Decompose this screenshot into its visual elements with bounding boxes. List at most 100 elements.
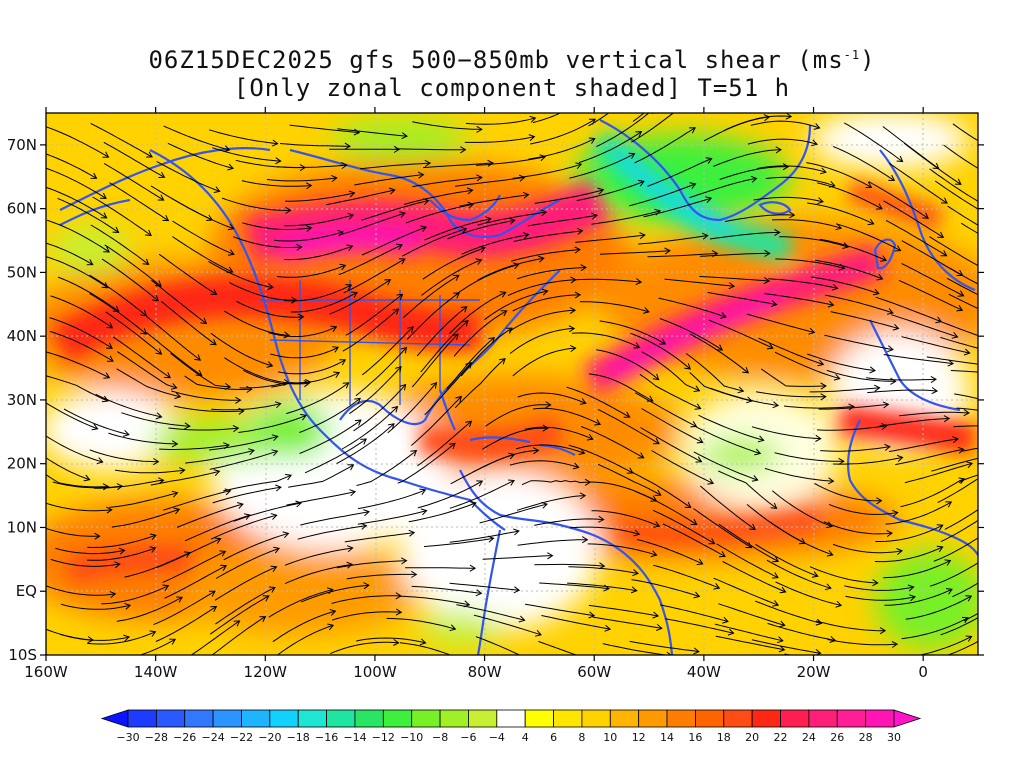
streamline	[527, 214, 598, 227]
streamline	[567, 582, 637, 592]
streamline-arrowhead	[262, 595, 270, 602]
streamline	[349, 366, 402, 415]
streamline-arrowhead	[965, 635, 973, 642]
lon-tick-label: 80W	[468, 663, 502, 681]
streamline	[875, 524, 943, 542]
streamline	[124, 552, 191, 578]
streamline	[944, 509, 978, 530]
streamline-arrowhead	[831, 283, 839, 291]
streamline-arrowhead	[391, 405, 399, 413]
streamline	[89, 292, 147, 335]
streamline	[591, 210, 661, 225]
streamline-arrowhead	[880, 255, 888, 262]
streamline-arrowhead	[1020, 416, 1024, 422]
streamline-arrowhead	[297, 313, 305, 321]
streamline	[113, 336, 171, 379]
streamline	[750, 120, 820, 129]
streamline	[421, 259, 482, 296]
streamline	[209, 595, 270, 635]
streamline	[685, 353, 744, 392]
streamline	[767, 622, 836, 641]
streamline-arrowhead	[689, 127, 696, 134]
streamline	[331, 595, 401, 604]
streamline	[63, 408, 130, 436]
streamline	[411, 333, 459, 388]
streamline	[899, 411, 970, 417]
colorbar-label: −16	[315, 731, 338, 744]
streamline	[713, 149, 782, 167]
streamline-arrowhead	[351, 291, 358, 298]
streamline-arrowhead	[696, 437, 704, 444]
streamline-arrowhead	[384, 279, 392, 286]
streamline-arrowhead	[940, 250, 948, 257]
streamline	[810, 276, 879, 295]
streamline	[465, 117, 536, 125]
colorbar-label: −8	[432, 731, 448, 744]
streamline	[539, 582, 610, 590]
streamline-arrowhead	[937, 231, 945, 238]
streamline-arrowhead	[719, 312, 727, 319]
streamline	[46, 219, 110, 253]
streamline-arrowhead	[684, 501, 692, 509]
streamline-arrowhead	[295, 500, 303, 508]
streamline-arrowhead	[997, 603, 1003, 608]
streamline-arrowhead	[465, 361, 472, 369]
streamline-arrowhead	[966, 461, 974, 469]
streamline	[172, 236, 233, 273]
streamline	[221, 197, 291, 211]
streamline-arrowhead	[419, 638, 427, 646]
streamline	[597, 463, 662, 496]
streamline-arrowhead	[890, 661, 895, 667]
streamline	[525, 603, 595, 617]
streamline-arrowhead	[931, 387, 939, 395]
streamline-arrowhead	[633, 342, 641, 349]
streamline	[510, 249, 581, 262]
lon-tick-label: 20W	[797, 663, 831, 681]
streamline	[268, 326, 337, 337]
streamline	[575, 234, 645, 243]
streamline-arrowhead	[224, 488, 232, 496]
streamline	[109, 492, 178, 508]
streamline	[946, 640, 978, 655]
streamline-arrowhead	[114, 561, 121, 569]
streamline-arrowhead	[174, 392, 182, 400]
streamline-arrowhead	[476, 174, 483, 182]
streamline-arrowhead	[639, 232, 646, 240]
streamline	[355, 347, 407, 397]
streamline-arrowhead	[271, 139, 279, 147]
streamline-arrowhead	[811, 571, 819, 578]
streamline-arrowhead	[909, 594, 916, 602]
streamline-arrowhead	[83, 474, 91, 482]
streamline	[534, 563, 605, 567]
streamline	[423, 537, 494, 548]
streamline	[57, 197, 119, 233]
streamline-arrowhead	[848, 403, 855, 411]
streamline-arrowhead	[123, 634, 131, 642]
streamline	[300, 511, 370, 526]
streamline-arrowhead	[778, 620, 786, 628]
streamline-arrowhead	[772, 572, 779, 579]
streamline-arrowhead	[896, 454, 904, 462]
streamline	[150, 470, 220, 486]
streamline	[329, 279, 391, 315]
streamline-arrowhead	[589, 91, 595, 97]
streamline	[917, 635, 972, 655]
streamline	[168, 427, 239, 431]
streamline	[455, 263, 519, 295]
streamline-arrowhead	[707, 478, 715, 485]
streamline-arrowhead	[961, 616, 969, 624]
streamline-arrowhead	[106, 342, 113, 349]
streamline-arrowhead	[164, 372, 171, 379]
streamline	[449, 582, 520, 591]
streamline-arrowhead	[149, 533, 157, 541]
streamline-arrowhead	[884, 443, 891, 451]
streamline-arrowhead	[96, 457, 104, 465]
streamline	[46, 153, 97, 179]
streamline-arrowhead	[997, 291, 1003, 297]
streamline-arrowhead	[951, 332, 959, 339]
streamline-arrowhead	[100, 192, 107, 199]
streamline	[57, 276, 120, 312]
streamline-arrowhead	[653, 521, 661, 528]
streamline	[825, 662, 895, 665]
streamline	[662, 523, 726, 557]
